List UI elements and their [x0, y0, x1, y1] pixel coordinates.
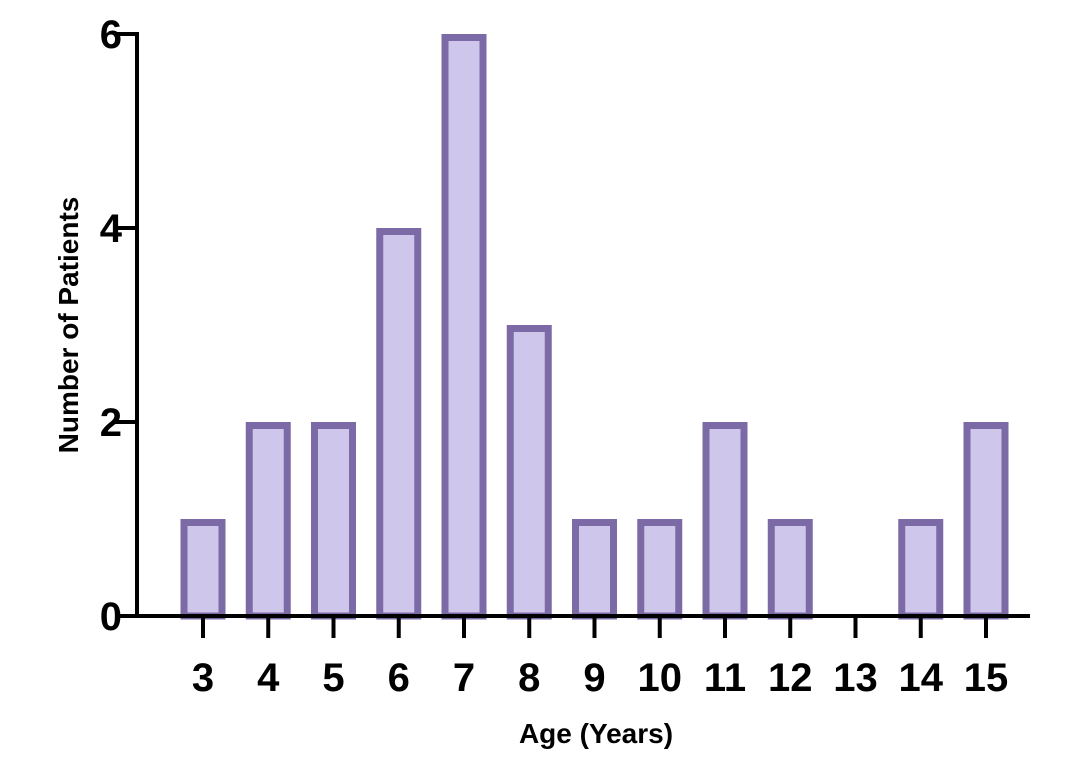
y-tick-label: 2: [100, 401, 122, 445]
bars-layer: [180, 34, 1009, 620]
bar-age-14: [898, 519, 944, 620]
x-tick-label: 5: [322, 656, 344, 700]
y-ticks: 0 2 4 6: [100, 13, 137, 639]
x-axis-title: Age (Years): [519, 718, 673, 749]
bar-age-10: [637, 519, 683, 620]
bar-age-9: [572, 519, 617, 620]
x-tick-label: 10: [638, 656, 683, 700]
axes-layer: [135, 32, 1030, 618]
x-tick-label: 15: [964, 656, 1009, 700]
bar-age-3: [180, 519, 226, 620]
bar-age-4: [245, 422, 291, 620]
bar-age-15: [963, 422, 1009, 620]
x-tick-label: 12: [768, 656, 813, 700]
bar-age-7: [441, 34, 487, 620]
x-tick-label: 9: [583, 656, 605, 700]
x-tick-label: 6: [388, 656, 410, 700]
bar-age-5: [311, 422, 356, 620]
y-tick-label: 4: [100, 207, 123, 251]
x-tick-label: 4: [257, 656, 280, 700]
x-tick-label: 3: [192, 656, 214, 700]
x-ticks: 3 4 5 6 7 8 9 10 11 12 13 14 15: [192, 616, 1008, 700]
x-tick-label: 7: [453, 656, 475, 700]
bar-age-8: [506, 325, 552, 620]
y-tick-label: 6: [100, 13, 122, 57]
x-tick-label: 11: [704, 656, 746, 700]
x-tick-label: 14: [899, 656, 944, 700]
bar-age-11: [702, 422, 748, 620]
y-axis-title: Number of Patients: [53, 197, 84, 454]
bar-age-12: [767, 519, 813, 620]
x-tick-label: 13: [833, 656, 878, 700]
bar-age-6: [376, 228, 422, 620]
y-tick-label: 0: [100, 595, 122, 639]
x-tick-label: 8: [518, 656, 540, 700]
